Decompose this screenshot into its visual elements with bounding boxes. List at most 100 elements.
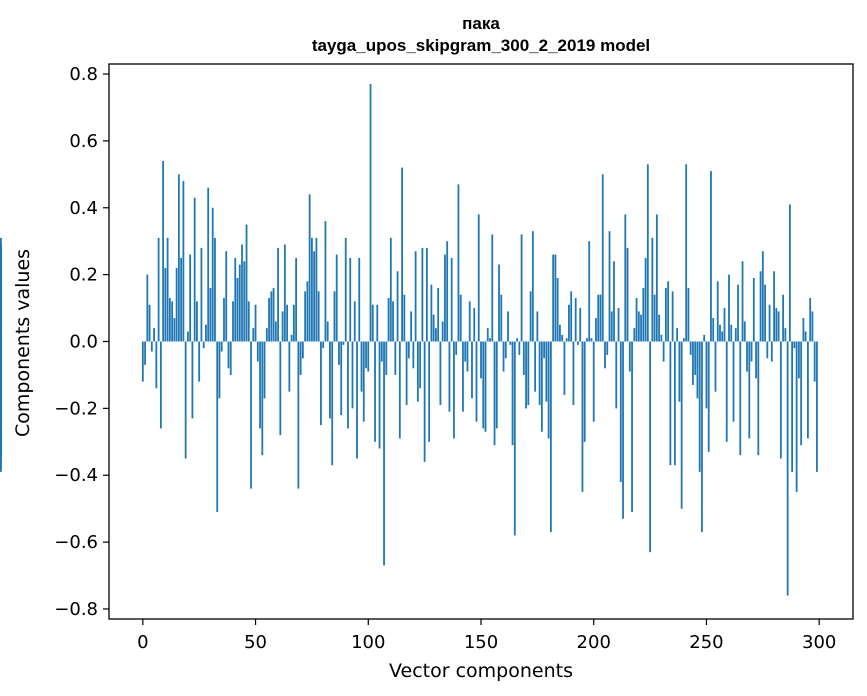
bar-142 [462,341,464,412]
y-tick-label: −0.4 [54,465,98,486]
bar-60 [277,247,279,342]
bar-186 [561,334,564,342]
bar-21 [189,254,192,342]
y-axis-label: Components values [12,249,34,437]
bar-275 [761,251,764,342]
bar-84 [331,341,334,466]
bar-198 [588,241,591,342]
bar-93 [351,341,354,409]
bar-56 [268,298,270,342]
bar-299 [816,341,818,472]
bar-64 [286,304,289,342]
bar-35 [220,341,223,352]
bar-7 [157,237,160,342]
bar-260 [728,274,730,342]
x-tick-label: 0 [137,632,148,653]
bar-98 [362,341,365,422]
bar-76 [313,251,316,342]
bar-143 [464,341,467,362]
bar-91 [347,341,349,429]
bar-264 [737,284,739,342]
bar-140 [457,184,460,342]
bar-274 [759,271,762,342]
bar-250 [705,341,708,409]
bar-30 [209,288,212,342]
bar-223 [644,257,647,342]
bar-62 [281,311,284,342]
bar-137 [450,257,453,342]
bar-273 [757,341,760,456]
bar-22 [191,341,194,419]
bar-234 [669,341,672,466]
bar-50 [254,304,257,342]
bar-65 [288,341,291,392]
x-tick-label: 200 [577,632,611,653]
bar-258 [723,308,726,342]
bar-100 [367,341,370,372]
bar-267 [743,321,746,342]
bar-95 [356,341,358,459]
bar-181 [549,341,552,533]
bar-291 [797,341,800,379]
bar-232 [664,288,667,342]
bar-27 [202,341,205,349]
bar-281 [775,308,778,342]
bar-148 [475,341,478,422]
y-tick-label: −0.6 [54,532,98,553]
bar-144 [466,341,469,372]
bar-285 [784,328,787,342]
bar-46 [245,224,248,342]
bar-195 [581,341,584,492]
bar-212 [619,341,622,482]
bar-248 [701,341,703,533]
bar-266 [741,261,744,342]
bar-228 [655,214,658,342]
bar-97 [360,341,363,392]
x-tick-label: 150 [464,632,498,653]
bar-259 [725,341,728,442]
bar-14 [173,318,176,342]
bar-218 [633,328,636,342]
bar-272 [755,341,757,379]
bar-256 [719,324,721,342]
bar-63 [283,244,286,342]
bar-87 [338,341,340,365]
bar-172 [529,291,532,342]
bar-183 [554,254,557,342]
bar-29 [207,187,210,342]
bar-213 [622,341,624,519]
bar-85 [333,291,336,342]
bar-117 [405,341,408,406]
bar-233 [667,281,670,342]
bar-17 [180,257,183,342]
bar-288 [791,341,794,472]
bar-255 [716,281,719,342]
bar-205 [604,341,606,369]
bar-80 [322,341,325,349]
bar-174 [534,341,537,392]
bar-188 [565,338,568,342]
bar-13 [171,301,174,342]
y-tick-label: 0.6 [69,131,98,152]
bar-9 [162,160,165,342]
bar-36 [223,298,225,342]
bar-227 [653,294,656,342]
bar-130 [435,328,437,342]
plot-frame [108,63,854,620]
bar-123 [419,341,422,389]
bar-3 [148,304,151,342]
bar-280 [773,271,775,342]
bar-161 [504,341,507,359]
bar-202 [597,294,600,342]
bar-168 [520,234,523,342]
bar-207 [608,231,611,342]
bar-235 [671,291,674,342]
bar-125 [423,341,426,462]
bar-180 [547,341,550,439]
y-tick-label: 0.2 [69,265,98,286]
bar-72 [304,291,307,342]
bar-206 [606,341,609,355]
bar-32 [214,237,216,342]
bar-128 [430,284,433,342]
